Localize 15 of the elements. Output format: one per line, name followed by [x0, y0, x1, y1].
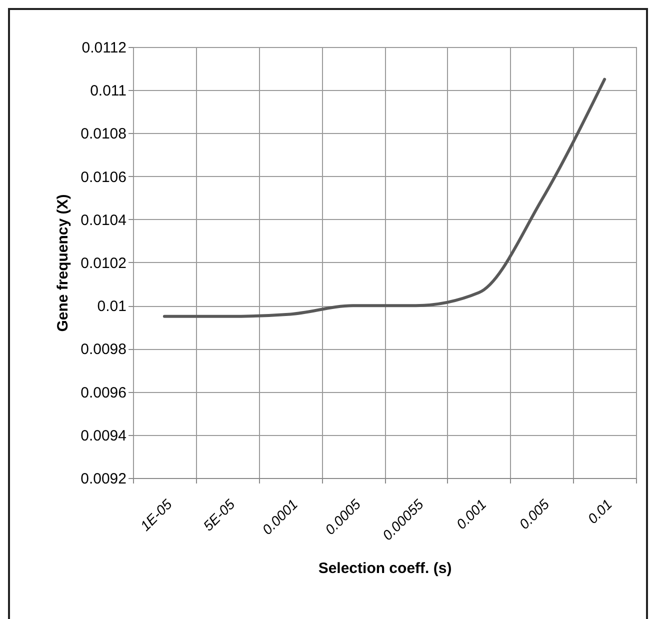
y-tick-label: 0.011 — [90, 82, 126, 100]
x-tick-label: 0.01 — [584, 496, 615, 527]
y-tick-label: 0.0092 — [80, 470, 126, 488]
y-tick-label: 0.0108 — [80, 126, 126, 143]
y-tick-label: 0.0112 — [82, 40, 126, 56]
y-axis-title: Gene frequency (X) — [54, 194, 72, 332]
y-tick-label: 0.0096 — [80, 384, 126, 402]
y-tick-label: 0.0102 — [80, 255, 126, 272]
x-axis-title: Selection coeff. (s) — [318, 560, 452, 578]
y-tick-label: 0.0106 — [80, 168, 126, 186]
y-tick-label: 0.0094 — [80, 427, 126, 444]
y-tick-label: 0.0104 — [80, 212, 126, 229]
y-tick-label: 0.0098 — [80, 341, 126, 358]
line-series — [162, 78, 606, 318]
y-tick-label: 0.01 — [97, 298, 126, 316]
